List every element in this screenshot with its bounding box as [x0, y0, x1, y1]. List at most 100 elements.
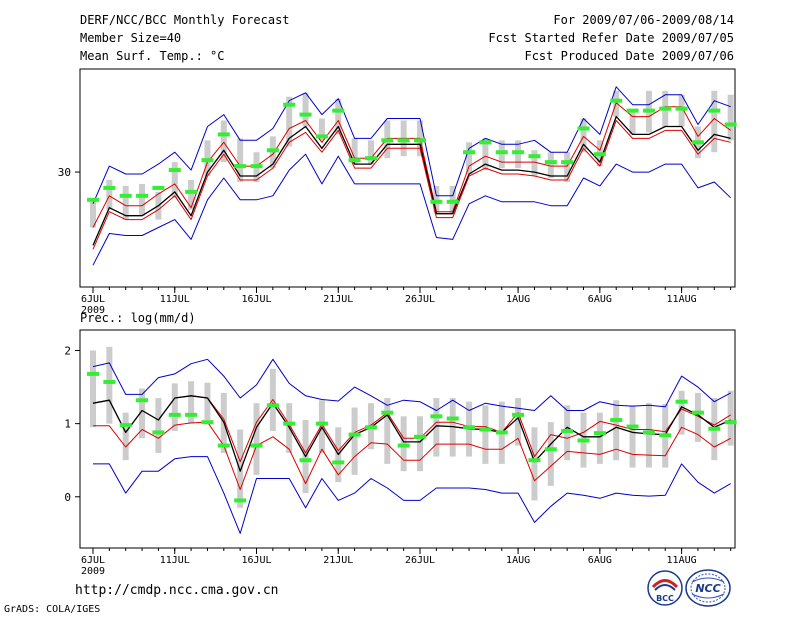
panel2-median-marker	[561, 428, 574, 433]
grads-credit: GrADS: COLA/IGES	[4, 604, 101, 615]
panel2-median-marker	[299, 458, 312, 463]
panel1-median-marker	[544, 160, 557, 165]
panel2-median-marker	[234, 498, 247, 503]
panel1-median-marker	[103, 185, 116, 190]
panel2-box	[155, 398, 162, 453]
panel1-box	[367, 140, 374, 165]
panel2-box	[188, 381, 195, 424]
panel2-frame	[79, 329, 736, 549]
panel2-series-mean	[92, 395, 731, 472]
panel1-box	[564, 152, 571, 182]
variable-label: Mean Surf. Temp.: °C	[80, 49, 225, 63]
panel1-box	[580, 118, 587, 153]
panel1-median-marker	[512, 150, 525, 155]
panel1-box	[482, 138, 489, 171]
panel1-median-marker	[691, 140, 704, 145]
panel2-box	[515, 398, 522, 446]
panel2-median-marker	[659, 433, 672, 438]
panel1-median-marker	[446, 199, 459, 204]
panel2-title: Prec.: log(mm/d)	[80, 311, 196, 325]
panel1-median-marker	[299, 112, 312, 117]
forecast-produced-date: Fcst Produced Date 2009/07/06	[524, 49, 734, 63]
panel1-median-marker	[348, 158, 361, 163]
panel2-median-marker	[610, 417, 623, 422]
panel1-x-tick-label: 16JUL	[241, 294, 271, 305]
panel2-x-tick-label: 6JUL	[81, 555, 105, 566]
panel1-median-marker	[397, 138, 410, 143]
panel1-median-marker	[708, 108, 721, 113]
panel2-box	[204, 382, 211, 420]
panel2-box	[90, 350, 96, 428]
source-url[interactable]: http://cmdp.ncc.cma.gov.cn	[75, 583, 279, 598]
panel1-median-marker	[364, 156, 377, 161]
panel1-box	[188, 179, 195, 210]
panel1-median-marker	[119, 193, 132, 198]
panel2-median-marker	[103, 379, 116, 384]
panel1-median-marker	[87, 197, 99, 202]
panel2-median-marker	[544, 447, 557, 452]
panel1-median-marker	[266, 148, 279, 153]
member-size: Member Size=40	[80, 31, 182, 45]
panel2-y-tick-label: 1	[64, 418, 71, 431]
panel1-x-tick-label: 21JUL	[323, 294, 353, 305]
panel1-median-marker	[136, 193, 149, 198]
panel2-box	[629, 405, 636, 468]
panel2-series-upper	[92, 358, 731, 411]
panel2-box	[613, 400, 620, 461]
forecast-period: For 2009/07/06-2009/08/14	[553, 13, 734, 27]
panel1-median-marker	[610, 98, 623, 103]
panel2-box	[122, 412, 129, 461]
panel2-box	[645, 403, 652, 468]
panel1-median-marker	[659, 106, 672, 111]
panel2-median-marker	[479, 427, 492, 432]
panel1-box	[90, 199, 96, 228]
panel1-median-marker	[381, 138, 394, 143]
panel1-box	[302, 92, 309, 127]
panel2-box	[171, 383, 178, 431]
panel2-x-tick-label: 6AUG	[588, 555, 612, 566]
panel2-median-marker	[397, 443, 410, 448]
panel2-box	[694, 392, 701, 442]
panel1-median-marker	[577, 126, 590, 131]
panel2-median-marker	[593, 431, 606, 436]
panel1-box	[139, 183, 146, 216]
panel1-box	[711, 90, 718, 153]
panel2-box	[253, 403, 260, 475]
panel2-median-marker	[691, 410, 704, 415]
panel1-median-marker	[528, 154, 541, 159]
panel2-box	[384, 398, 391, 464]
panel1-series-upper_inner	[92, 102, 731, 228]
panel2-median-marker	[364, 425, 377, 430]
panel2-median-marker	[675, 399, 688, 404]
panel2-median-marker	[724, 420, 737, 425]
panel1-median-marker	[152, 185, 165, 190]
panel1-box	[286, 96, 293, 147]
panel1-box	[629, 110, 636, 135]
panel2-median-marker	[495, 430, 508, 435]
panel2-box	[351, 407, 358, 475]
panel1-box	[106, 179, 113, 210]
panel2-series-lower_inner	[93, 421, 731, 490]
panel2-median-marker	[414, 434, 426, 439]
bcc-logo: BCC	[647, 570, 683, 606]
panel2-x-tick-label: 16JUL	[241, 555, 271, 566]
panel2-median-marker	[119, 423, 132, 428]
panel2-x-tick-label: 11AUG	[667, 555, 697, 566]
panel1-median-marker	[626, 108, 639, 113]
panel1-series-lower_inner	[92, 120, 731, 250]
panel1-box	[220, 120, 227, 163]
panel1-box	[237, 138, 244, 182]
panel2-box	[678, 390, 685, 435]
panel2-x-tick-label: 21JUL	[323, 555, 353, 566]
panel2-median-marker	[430, 414, 443, 419]
panel2-median-marker	[201, 420, 214, 425]
panel1-median-marker	[234, 164, 247, 169]
panel1-x-tick-label: 6AUG	[588, 294, 612, 305]
panel1-box	[351, 138, 358, 165]
panel1-median-marker	[479, 140, 492, 145]
panel2-year-label: 2009	[81, 566, 105, 577]
panel2-box	[449, 398, 456, 457]
panel2-box	[547, 422, 554, 486]
panel2-x-tick-label: 1AUG	[506, 555, 530, 566]
panel2-y-tick-label: 2	[64, 344, 71, 357]
